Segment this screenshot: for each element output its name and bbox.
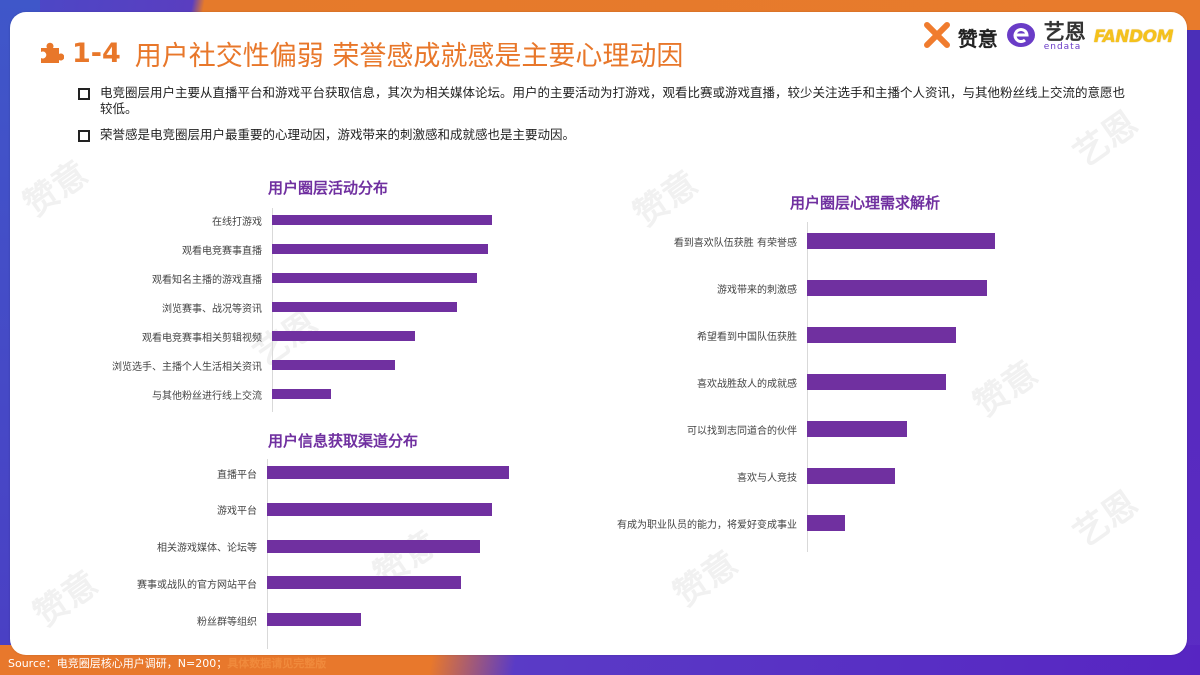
bar	[807, 515, 845, 531]
bullet-text: 荣誉感是电竞圈层用户最重要的心理动因，游戏带来的刺激感和成就感也是主要动因。	[100, 127, 576, 142]
fandom-logo: FANDOM	[1093, 27, 1174, 47]
bar	[267, 466, 509, 479]
bar	[807, 327, 956, 343]
yisi-logo-text: 艺恩	[1043, 20, 1086, 44]
bar-label: 观看电竞赛事相关剪辑视频	[142, 333, 262, 344]
bullet-item: 荣誉感是电竞圈层用户最重要的心理动因，游戏带来的刺激感和成就感也是主要动因。	[78, 127, 1128, 143]
chart-title: 用户信息获取渠道分布	[268, 432, 419, 450]
bar	[807, 468, 896, 484]
bar	[807, 374, 947, 390]
bar	[272, 389, 332, 399]
watermark: 赞意	[626, 163, 706, 236]
bar-label: 粉丝群等组织	[197, 616, 257, 628]
bar-label: 浏览选手、主播个人生活相关资讯	[112, 362, 262, 373]
bar	[272, 215, 492, 225]
puzzle-icon	[38, 39, 65, 69]
bar	[807, 280, 988, 296]
bar-label: 在线打游戏	[212, 217, 262, 228]
bar	[267, 539, 480, 553]
bar	[272, 331, 415, 341]
watermark: 赞意	[666, 543, 746, 616]
bar-label: 观看知名主播的游戏直播	[152, 275, 262, 286]
bar	[272, 302, 457, 312]
chart-title: 用户圈层活动分布	[268, 179, 389, 197]
bar-label: 直播平台	[217, 469, 257, 481]
bar-label: 希望看到中国队伍获胜	[697, 332, 797, 343]
yisi-logo: 艺恩 endata	[1044, 22, 1086, 52]
title-text: 用户社交性偏弱 荣誉感成就感是主要心理动因	[134, 41, 684, 72]
bar-label: 有成为职业队员的能力，将爱好变成事业	[617, 520, 797, 531]
zanyi-x-icon	[923, 22, 950, 52]
bar-label: 观看电竞赛事直播	[182, 246, 262, 257]
page-title: 1-4 用户社交性偏弱 荣誉感成就感是主要心理动因	[38, 34, 683, 73]
bar-label: 喜欢战胜敌人的成就感	[697, 379, 797, 390]
bar	[272, 360, 396, 370]
chart-axis	[267, 459, 268, 649]
yisi-logo-sub: endata	[1043, 42, 1082, 52]
bar-label: 喜欢与人竞技	[737, 473, 797, 484]
chart-title: 用户圈层心理需求解析	[790, 194, 941, 212]
zanyi-logo: 赞意	[957, 26, 998, 51]
bullet-text: 电竞圈层用户主要从直播平台和游戏平台获取信息，其次为相关媒体论坛。用户的主要活动…	[100, 85, 1126, 116]
source-note: Source：电竞圈层核心用户调研，N=200；具体数据请见完整版	[8, 655, 326, 671]
bar-label: 游戏带来的刺激感	[717, 285, 797, 296]
endata-e-icon	[1006, 22, 1036, 52]
bar-label: 看到喜欢队伍获胜 有荣誉感	[673, 238, 797, 249]
brand-logos: 赞意 艺恩 endata FANDOM	[923, 22, 1174, 52]
bullet-item: 电竞圈层用户主要从直播平台和游戏平台获取信息，其次为相关媒体论坛。用户的主要活动…	[78, 85, 1128, 117]
section-number: 1-4	[72, 38, 121, 69]
square-bullet-icon	[78, 88, 90, 100]
bullet-list: 电竞圈层用户主要从直播平台和游戏平台获取信息，其次为相关媒体论坛。用户的主要活动…	[78, 85, 1128, 153]
bar-label: 游戏平台	[217, 506, 257, 518]
bar-label: 与其他粉丝进行线上交流	[152, 391, 262, 402]
bar-label: 可以找到志同道合的伙伴	[687, 426, 797, 437]
bar	[272, 273, 477, 283]
watermark: 艺恩	[1066, 483, 1146, 556]
square-bullet-icon	[78, 130, 90, 142]
bar	[267, 576, 461, 590]
bar	[272, 244, 488, 254]
bar	[267, 613, 362, 626]
bar	[807, 421, 907, 437]
source-highlight: 具体数据请见完整版	[227, 657, 327, 670]
bar-label: 浏览赛事、战况等资讯	[162, 304, 262, 315]
bar	[267, 502, 493, 516]
watermark: 赞意	[966, 353, 1046, 426]
bar	[807, 233, 995, 249]
slide-card: 赞意 艺恩 赞意 赞意 赞意 赞意 赞意 艺恩 艺恩 1-4 用户社交性偏弱 荣…	[10, 12, 1187, 655]
source-text: Source：电竞圈层核心用户调研，N=200；	[8, 657, 228, 670]
bar-label: 赛事或战队的官方网站平台	[137, 579, 257, 591]
bar-label: 相关游戏媒体、论坛等	[157, 543, 257, 554]
